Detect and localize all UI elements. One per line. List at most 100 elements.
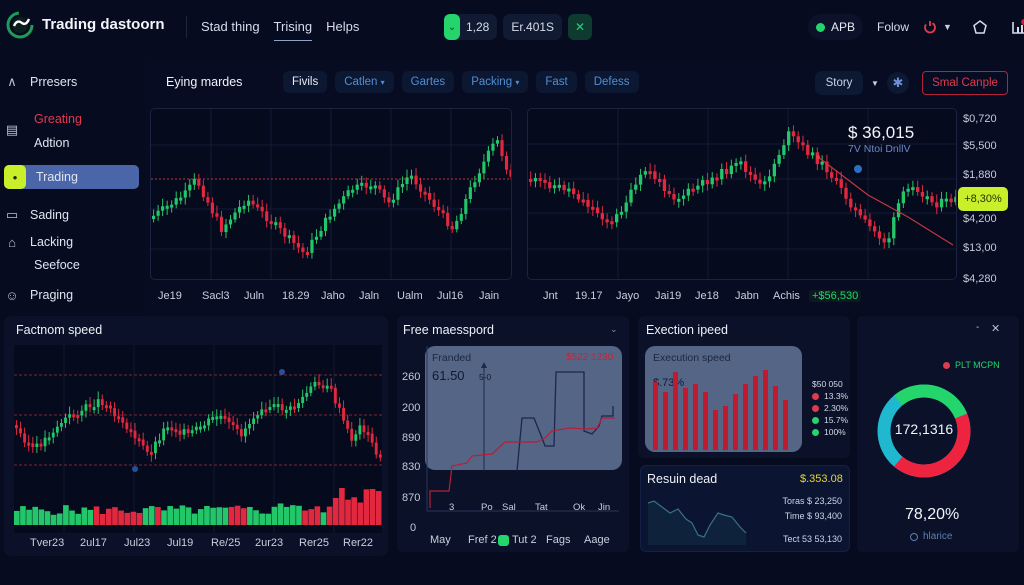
y-tick: 830 — [402, 461, 421, 473]
sidebar-item-seefoce[interactable]: Seefoce — [34, 258, 80, 272]
x-tick: Jayo — [616, 290, 640, 302]
sidebar-item-greating[interactable]: Greating — [34, 112, 82, 126]
tab-catlen[interactable]: Catlen ▾ — [335, 71, 394, 93]
donut-footer[interactable]: hlarice — [910, 531, 952, 542]
sidebar-item-label: Praging — [30, 288, 74, 302]
chevron-down-icon[interactable]: ⌄ — [444, 14, 460, 40]
candlestick-svg — [151, 109, 511, 279]
x-tick: 3 — [449, 502, 455, 513]
tab-fast[interactable]: Fast — [536, 71, 577, 93]
result-row: Toras $ 23,250 — [782, 496, 842, 506]
nav-item-helps[interactable]: Helps — [326, 19, 360, 34]
x-tick: May — [430, 534, 451, 546]
home-pentagon-icon[interactable] — [972, 19, 988, 35]
sidebar-item-trading[interactable]: • Trading — [4, 165, 139, 189]
change-value: +$56,530 — [809, 290, 862, 302]
sidebar-item-lacking[interactable]: ⌂ Lacking — [4, 230, 139, 254]
chart-notification-icon[interactable] — [1010, 18, 1024, 36]
donut-percent: 78,20% — [905, 506, 960, 523]
face-icon: ☺ — [5, 287, 19, 303]
minimize-icon[interactable]: - — [976, 322, 980, 333]
settings-asterisk-icon[interactable]: ✱ — [886, 72, 909, 94]
x-tick: Aage — [584, 534, 610, 546]
tab-label: Fast — [545, 76, 568, 88]
y-tick: 890 — [402, 432, 421, 444]
x-tick: Sal — [502, 502, 516, 513]
nav-item-trising[interactable]: Trising — [273, 19, 313, 41]
free-line-chart[interactable] — [397, 346, 629, 526]
result-value: $.353.08 — [800, 473, 843, 485]
legend-label: 100% — [824, 427, 846, 437]
legend-dot-icon — [812, 404, 819, 412]
x-tick: Achis — [773, 290, 800, 302]
nav-item-stadthing[interactable]: Stad thing — [201, 19, 260, 34]
app-title: Trading dastoorn — [42, 16, 165, 33]
x-tick-highlight[interactable]: Tut 2 — [498, 534, 546, 546]
y-tick: 870 — [402, 492, 421, 504]
x-tick: Jul19 — [167, 537, 194, 549]
chevron-down-icon[interactable]: ⌄ — [610, 324, 618, 334]
sidebar-item-label: Trading — [36, 170, 78, 184]
x-tick: Sacl3 — [202, 290, 230, 302]
y-tick: 0 — [410, 522, 417, 534]
candlestick-chart-left[interactable] — [150, 108, 512, 280]
legend-dot-icon — [812, 428, 819, 436]
check-icon — [498, 534, 509, 546]
tab-fivils[interactable]: Fivils — [283, 71, 328, 93]
factnom-title: Factnom speed — [16, 323, 103, 337]
x-tick: Jabn — [735, 290, 759, 302]
x-tick: Je19 — [158, 290, 182, 302]
sidebar-item-label: Lacking — [30, 235, 74, 249]
current-price: $ 36,015 — [848, 123, 915, 142]
sidebar-item-praging[interactable]: ☺ Praging — [4, 283, 139, 307]
tab-gartes[interactable]: Gartes — [401, 71, 455, 93]
factnom-chart[interactable] — [14, 345, 382, 533]
y-tick: $1,880 — [963, 169, 997, 181]
close-icon[interactable]: ✕ — [568, 14, 593, 40]
chevron-down-icon[interactable]: ▼ — [871, 78, 879, 88]
free-title: Free maesspord — [403, 323, 495, 337]
result-sparkline — [648, 500, 747, 545]
x-tick: Re/25 — [211, 537, 241, 549]
x-tick: Jain — [479, 290, 500, 302]
x-tick: Tat — [535, 502, 548, 513]
power-icon[interactable]: ▼ — [923, 20, 952, 34]
free-card-label: Franded — [432, 352, 472, 364]
price-subtitle: 7V Ntoi DnllV — [848, 143, 911, 155]
legend-item: 15.7% — [812, 414, 848, 426]
donut-chart[interactable] — [871, 382, 977, 480]
donut-center-value: 172,1316 — [894, 421, 954, 437]
ticker-code-pill[interactable]: Er.401S — [503, 14, 563, 40]
tab-label: Catlen — [344, 76, 378, 88]
x-tick: Juln — [244, 290, 265, 302]
tab-defess[interactable]: Defess — [584, 71, 639, 93]
sidebar-item-adtion[interactable]: Adtion — [34, 136, 70, 150]
small-sample-button[interactable]: Smal Canple — [922, 71, 1008, 95]
exec-card-title: Execution speed — [653, 352, 731, 364]
card-icon: ▭ — [5, 207, 19, 222]
tab-label: Packing — [471, 76, 513, 88]
y-tick: $4,280 — [963, 273, 997, 285]
market-title: Eying mardes — [166, 75, 243, 89]
follow-link[interactable]: Folow — [877, 20, 910, 34]
x-tick: Fags — [546, 534, 571, 546]
close-icon[interactable]: ✕ — [991, 323, 1001, 335]
sidebar-item-sading[interactable]: ▭ Sading — [4, 203, 139, 227]
candlestick-chart-right[interactable] — [527, 108, 957, 280]
ticker-value-pill[interactable]: ⌄ 1,28 — [444, 14, 498, 40]
tab-packing[interactable]: Packing ▾ — [462, 71, 529, 93]
tab-label: Fivils — [292, 76, 319, 88]
chevron-down-icon[interactable]: ▼ — [943, 22, 952, 32]
result-title: Resuin dead — [647, 472, 718, 486]
donut-footer-label: hlarice — [923, 531, 953, 542]
logo-icon[interactable] — [5, 10, 35, 40]
story-button[interactable]: Story — [815, 71, 863, 95]
y-tick: $0,720 — [963, 113, 997, 125]
x-tick: Ualm — [397, 290, 423, 302]
header-divider — [186, 16, 187, 38]
status-badge[interactable]: APB — [808, 14, 864, 40]
header-right: APB Folow ▼ — [808, 14, 1024, 40]
sidebar-item-prresers[interactable]: ∧ Prresers — [4, 70, 139, 94]
y-tick: 200 — [402, 402, 421, 414]
exec-bar-chart[interactable] — [645, 346, 802, 452]
